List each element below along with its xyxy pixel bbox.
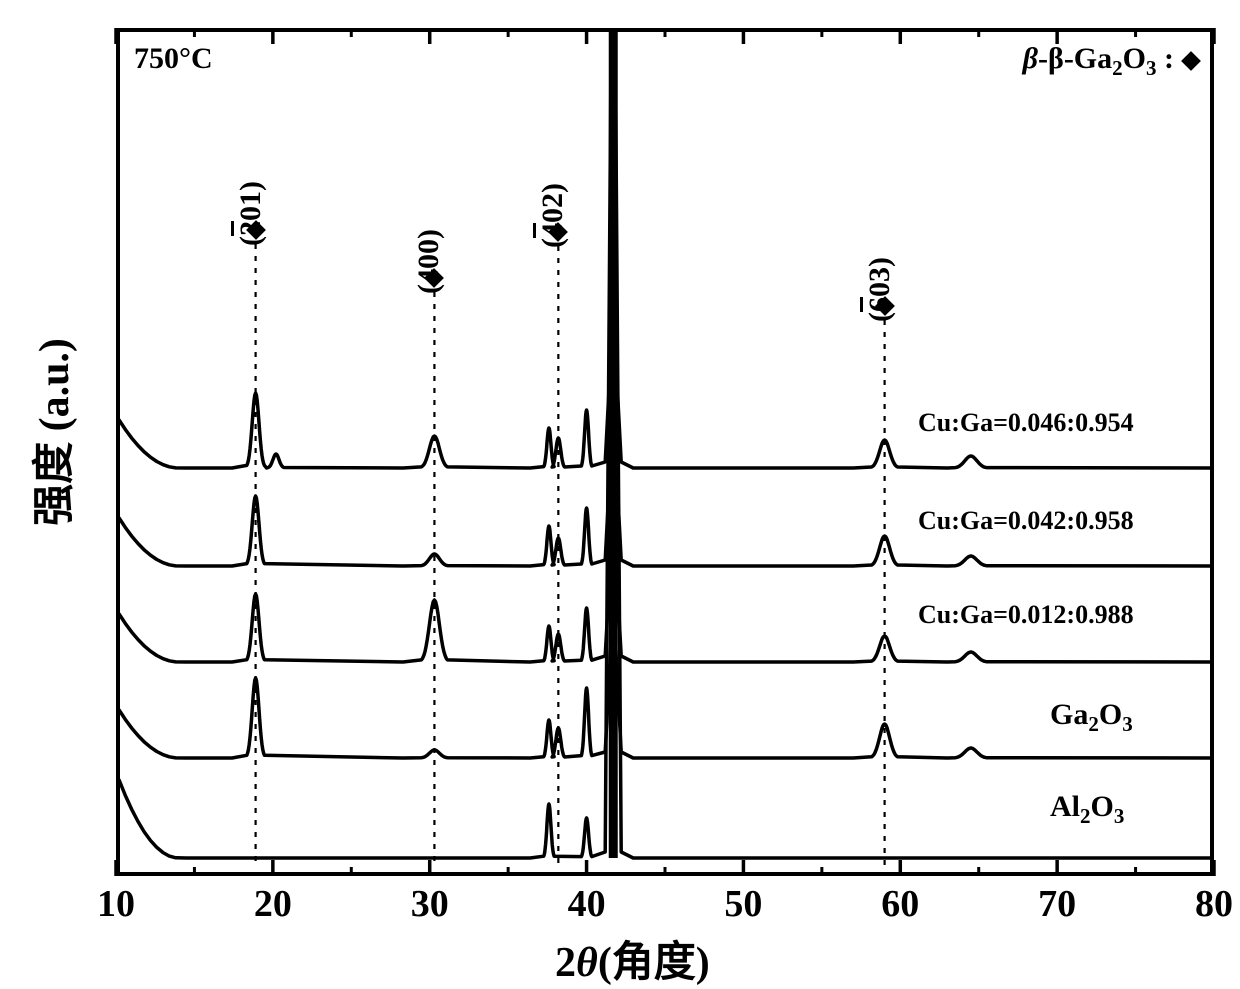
peak-label: (201) [234,181,268,246]
x-tick-label: 50 [715,882,771,926]
plot-svg [0,0,1240,986]
x-tick-label: 30 [402,882,458,926]
peak-label: (402) [536,183,570,248]
peak-label: (603) [863,257,897,322]
series-label: Al2O3 [1050,790,1124,829]
series-label: Cu:Ga=0.042:0.958 [918,506,1134,536]
peak-label: (400) [412,229,446,294]
series-label: Cu:Ga=0.046:0.954 [918,408,1134,438]
x-tick-label: 80 [1186,882,1240,926]
x-tick-label: 60 [872,882,928,926]
x-tick-label: 70 [1029,882,1085,926]
x-tick-label: 40 [559,882,615,926]
series-label: Cu:Ga=0.012:0.988 [918,600,1134,630]
series-label: Ga2O3 [1050,698,1133,737]
x-tick-label: 20 [245,882,301,926]
x-tick-label: 10 [88,882,144,926]
